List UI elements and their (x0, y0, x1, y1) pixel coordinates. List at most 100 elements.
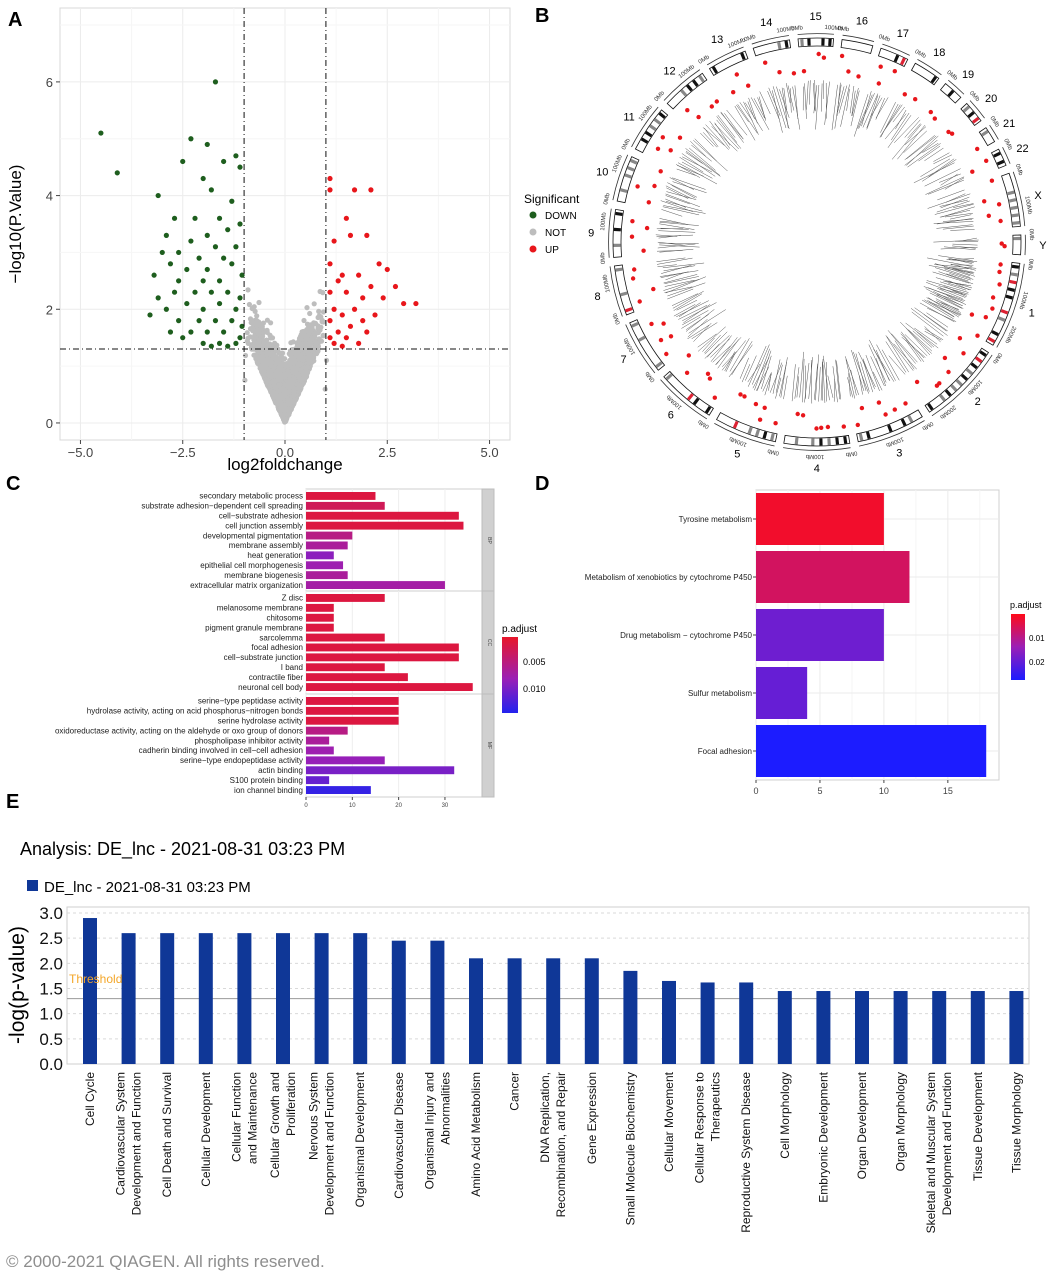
chromosome-band (770, 433, 775, 441)
circos-gene-link (767, 90, 780, 120)
kegg-x-tick-label: 5 (817, 786, 822, 796)
volcano-point-up (364, 329, 370, 335)
chromosome-band (619, 188, 628, 194)
volcano-point-not (242, 352, 249, 359)
ipa-category-label-group: Cellular Movement (662, 1071, 676, 1172)
circos-point (800, 413, 806, 418)
volcano-point-up (356, 272, 362, 278)
chromosome-label: 18 (933, 47, 945, 59)
chromosome-band (970, 362, 978, 370)
volcano-point-not (256, 354, 262, 360)
go-bar (306, 541, 348, 550)
chromosome-band (930, 75, 938, 84)
go-category-label: chitosome (267, 614, 304, 623)
circos-point (957, 336, 963, 341)
circos-gene-link (672, 177, 706, 190)
circos-gene-link (943, 246, 976, 251)
circos-gene-link (937, 287, 963, 299)
go-bar (306, 706, 399, 715)
circos-gene-link (728, 344, 753, 378)
volcano-point-not (273, 356, 279, 362)
volcano-point-not (247, 334, 253, 340)
circos-gene-link (663, 265, 696, 272)
go-category-label: actin binding (258, 766, 303, 775)
volcano-point-not (305, 351, 312, 357)
chromosome-label: 3 (896, 447, 902, 459)
ipa-bar (469, 958, 483, 1064)
chromosome-band (1007, 287, 1016, 292)
volcano-point-down (98, 130, 104, 136)
volcano-point-down (171, 215, 178, 221)
go-category-label: cell−substrate adhesion (219, 512, 303, 521)
go-bar (306, 551, 334, 560)
circos-point (932, 116, 937, 121)
circos-gene-link (846, 88, 850, 111)
chromosome-scale (882, 43, 910, 56)
circos-gene-link (694, 138, 717, 162)
circos-gene-link (656, 250, 683, 252)
circos-gene-link (925, 176, 965, 195)
volcano-point-down (208, 289, 214, 295)
ipa-category-label: Cellular Movement (662, 1071, 676, 1172)
volcano-point-not (311, 301, 317, 307)
circos-gene-link (775, 364, 783, 393)
circos-gene-link (870, 356, 885, 387)
circos-point (629, 234, 635, 239)
circos-point (846, 69, 851, 74)
volcano-legend: Significant DOWN NOT UP (524, 192, 580, 256)
go-facet-strip (481, 693, 495, 798)
chromosome-band (658, 111, 666, 119)
chromosome-label: 8 (595, 291, 601, 303)
go-x-tick-label: 10 (349, 803, 356, 809)
go-category-label: pigment granule membrane (205, 623, 303, 632)
circos-gene-link (928, 179, 964, 195)
chromosome-scale-label: 100Mb (602, 273, 612, 293)
circos-point (946, 369, 951, 375)
go-category-label: focal adhesion (251, 643, 303, 652)
ipa-category-label-group: Cell Morphology (778, 1072, 792, 1159)
volcano-point-down (184, 266, 190, 273)
circos-point (757, 417, 763, 422)
volcano-point-up (380, 295, 386, 301)
circos-gene-link (937, 189, 965, 201)
circos-gene-link (785, 83, 791, 103)
circos-gene-link (789, 88, 792, 113)
ipa-y-tick-label: 0.5 (39, 1030, 63, 1049)
ipa-bar (893, 991, 908, 1064)
go-bar (306, 786, 371, 794)
ipa-category-label-group: Skeletal and Muscular System Development … (924, 1072, 954, 1233)
circos-point (696, 114, 701, 120)
volcano-point-not (281, 410, 287, 417)
chromosome-scale-label: 100Mb (966, 378, 983, 396)
volcano-point-not (286, 388, 293, 394)
circos-gene-link (665, 198, 687, 208)
ipa-bar (855, 991, 869, 1064)
chromosome-scale (1012, 171, 1026, 227)
ipa-category-label-group: Organ Development (855, 1071, 869, 1179)
circos-gene-link (953, 203, 974, 208)
circos-gene-link (677, 162, 718, 185)
circos-point (975, 333, 980, 338)
circos-gene-link (779, 362, 787, 397)
go-category-label: sarcolemma (259, 633, 303, 642)
chromosome-scale (917, 59, 942, 76)
volcano-point-not (272, 394, 278, 400)
chromosome-band (624, 173, 633, 179)
volcano-point-not (257, 347, 264, 353)
circos-gene-link (921, 299, 954, 320)
circos-gene-link (720, 111, 744, 143)
volcano-point-not (278, 377, 284, 383)
circos-gene-link (671, 293, 698, 306)
ipa-category-label: Skeletal and Muscular System (924, 1072, 938, 1233)
go-category-label: developmental pigmentation (203, 531, 303, 540)
circos-gene-link (682, 302, 717, 322)
go-bar (306, 697, 399, 705)
circos-gene-link (824, 81, 830, 125)
ipa-category-label: Gene Expression (585, 1072, 599, 1164)
circos-point (914, 379, 920, 385)
circos-gene-link (900, 333, 925, 359)
circos-gene-link (927, 299, 955, 317)
go-category-label: cell junction assembly (225, 521, 303, 530)
circos-gene-link (810, 359, 813, 404)
